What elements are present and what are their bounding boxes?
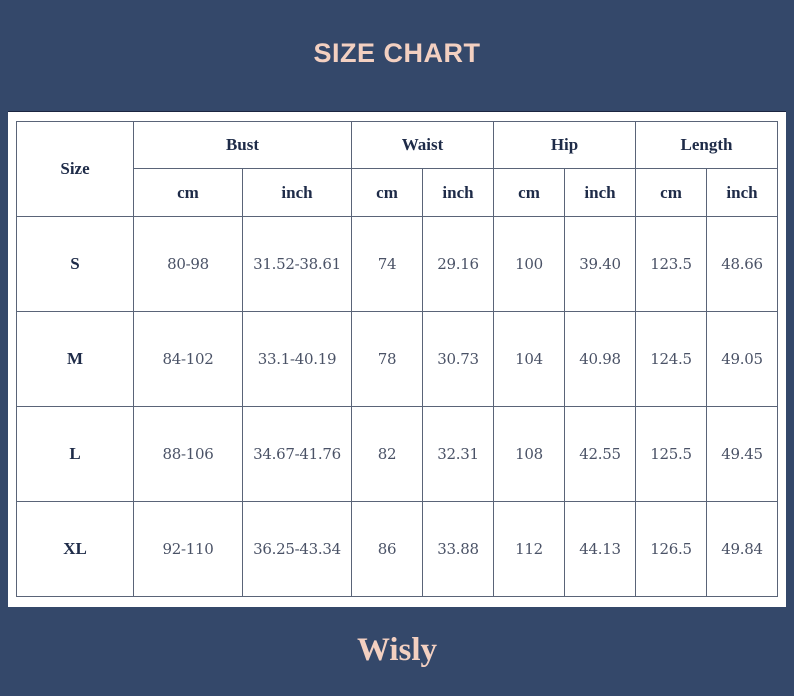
measurement-cell: 104: [493, 311, 566, 407]
measurement-cell: 40.98: [564, 311, 637, 407]
measurement-cell: 84-102: [133, 311, 243, 407]
size-label: M: [16, 311, 134, 407]
unit-header: inch: [422, 168, 495, 217]
size-label: XL: [16, 501, 134, 597]
measurement-cell: 125.5: [635, 406, 708, 502]
measurement-cell: 31.52-38.61: [241, 216, 353, 312]
measurement-cell: 29.16: [422, 216, 495, 312]
measurement-cell: 82: [351, 406, 424, 502]
group-header-length: Length: [635, 121, 779, 169]
measurement-cell: 49.05: [706, 311, 779, 407]
measurement-cell: 123.5: [635, 216, 708, 312]
brand-logo: Wisly: [356, 632, 438, 668]
size-label: S: [16, 216, 134, 312]
size-chart-table: Size Bust Waist Hip Length cm inch cm in…: [16, 121, 779, 597]
header-row: Size Bust Waist Hip Length: [16, 121, 779, 217]
measurement-cell: 36.25-43.34: [241, 501, 353, 597]
size-label: L: [16, 406, 134, 502]
unit-header: inch: [706, 168, 779, 217]
unit-header: cm: [351, 168, 424, 217]
measurement-cell: 74: [351, 216, 424, 312]
unit-header: cm: [493, 168, 566, 217]
measurement-cell: 92-110: [133, 501, 243, 597]
measurement-cell: 39.40: [564, 216, 637, 312]
measurement-cell: 32.31: [422, 406, 495, 502]
table-row: S 80-98 31.52-38.61 74 29.16 100 39.40 123.5 48.…: [16, 216, 779, 312]
measurement-cell: 126.5: [635, 501, 708, 597]
measurement-cell: 49.45: [706, 406, 779, 502]
measurement-cell: 108: [493, 406, 566, 502]
group-header-waist: Waist: [351, 121, 495, 169]
measurement-cell: 80-98: [133, 216, 243, 312]
measurement-cell: 42.55: [564, 406, 637, 502]
measurement-cell: 124.5: [635, 311, 708, 407]
group-header-hip: Hip: [493, 121, 637, 169]
measurement-cell: 49.84: [706, 501, 779, 597]
measurement-cell: 112: [493, 501, 566, 597]
group-header-bust: Bust: [132, 121, 353, 169]
unit-header: inch: [241, 168, 353, 217]
measurement-cell: 88-106: [133, 406, 243, 502]
unit-header: cm: [635, 168, 708, 217]
measurement-cell: 34.67-41.76: [241, 406, 353, 502]
unit-header: inch: [564, 168, 637, 217]
size-header: Size: [16, 121, 134, 217]
unit-row: cm inch cm inch cm inch cm inch: [17, 168, 779, 217]
measurement-cell: 48.66: [706, 216, 779, 312]
measurement-cell: 100: [493, 216, 566, 312]
table-row: XL 92-110 36.25-43.34 86 33.88 112 44.13 126.5 4…: [16, 501, 779, 597]
size-chart-panel: Size Bust Waist Hip Length cm inch cm in…: [8, 111, 786, 607]
measurement-cell: 33.88: [422, 501, 495, 597]
measurement-cell: 33.1-40.19: [241, 311, 353, 407]
measurement-cell: 78: [351, 311, 424, 407]
measurement-cell: 44.13: [564, 501, 637, 597]
measurement-cell: 86: [351, 501, 424, 597]
table-row: M 84-102 33.1-40.19 78 30.73 104 40.98 124.5 49.…: [16, 311, 779, 407]
unit-header: cm: [133, 168, 243, 217]
measurement-cell: 30.73: [422, 311, 495, 407]
table-row: L 88-106 34.67-41.76 82 32.31 108 42.55 125.5 49…: [16, 406, 779, 502]
page-title: SIZE CHART: [313, 38, 481, 68]
